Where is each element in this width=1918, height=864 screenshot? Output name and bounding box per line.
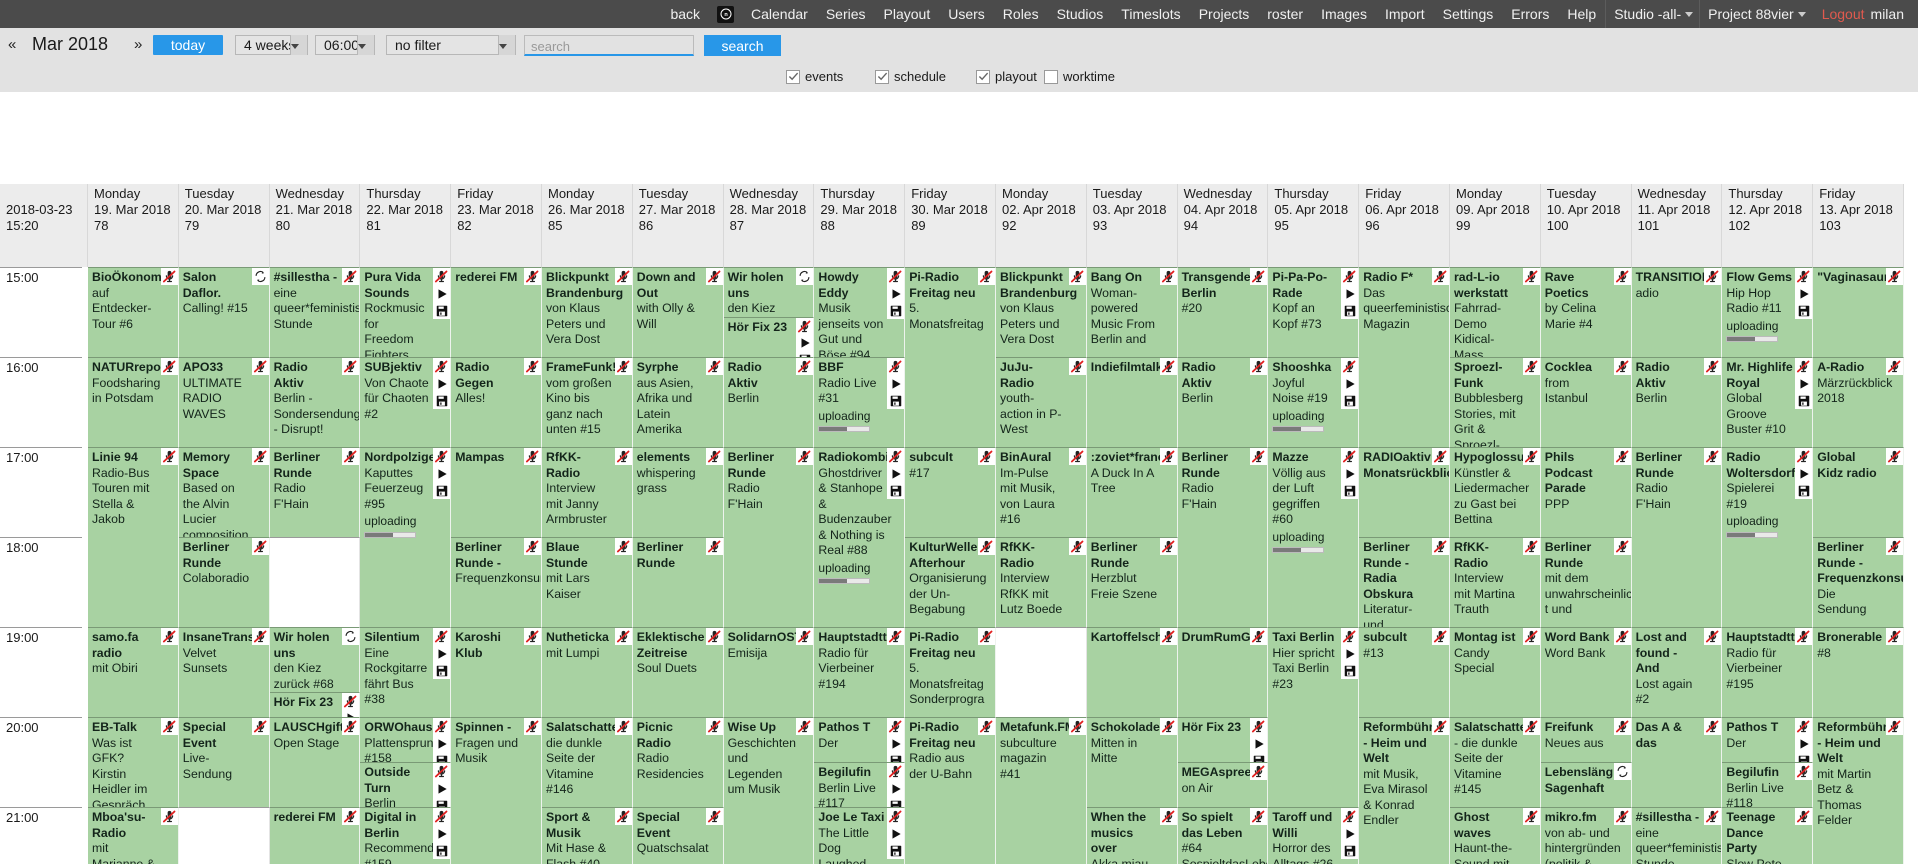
svg-text:n: n: [724, 12, 728, 18]
